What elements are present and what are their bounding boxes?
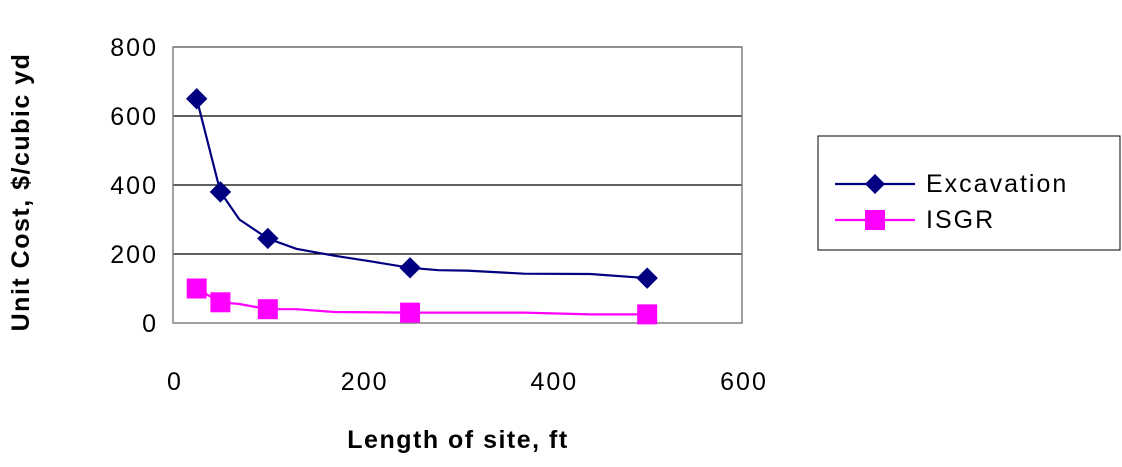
legend: Excavation ISGR — [817, 135, 1121, 251]
legend-label: Excavation — [926, 170, 1068, 198]
data-point-excavation — [257, 227, 279, 250]
data-point-isgr — [637, 304, 658, 325]
y-tick-labels: 0 200 400 600 800 — [110, 34, 158, 338]
data-point-isgr — [400, 302, 421, 323]
x-axis-title: Length of site, ft — [347, 426, 568, 454]
y-axis-title: Unit Cost, $/cubic yd — [7, 53, 35, 332]
legend-entry-isgr: ISGR — [835, 206, 995, 234]
legend-marker-square — [865, 210, 885, 230]
y-tick-label: 800 — [110, 34, 158, 62]
data-point-isgr — [186, 278, 207, 299]
x-tick-label: 0 — [167, 368, 183, 396]
data-point-excavation — [399, 257, 421, 279]
legend-label: ISGR — [926, 206, 995, 234]
legend-box — [817, 135, 1121, 251]
x-tick-label: 200 — [341, 368, 389, 396]
data-point-excavation — [209, 181, 232, 203]
plot-area-frame — [172, 46, 743, 324]
x-tick-labels: 0 200 400 600 — [167, 368, 768, 396]
y-tick-label: 0 — [142, 310, 158, 338]
legend-marker-diamond — [865, 174, 885, 194]
y-tick-label: 200 — [110, 241, 158, 269]
y-tick-label: 600 — [110, 103, 158, 131]
series-group — [186, 88, 658, 325]
series-line-excavation — [195, 98, 648, 280]
data-point-isgr — [257, 299, 278, 320]
series-excavation — [186, 88, 658, 289]
data-point-excavation — [636, 267, 658, 289]
data-point-excavation — [186, 88, 208, 110]
x-tick-label: 600 — [720, 368, 768, 396]
series-isgr — [186, 278, 658, 325]
x-tick-label: 400 — [530, 368, 578, 396]
y-tick-label: 400 — [110, 172, 158, 200]
legend-entry-excavation: Excavation — [835, 170, 1068, 198]
data-point-isgr — [210, 292, 231, 313]
gridlines — [173, 46, 742, 255]
